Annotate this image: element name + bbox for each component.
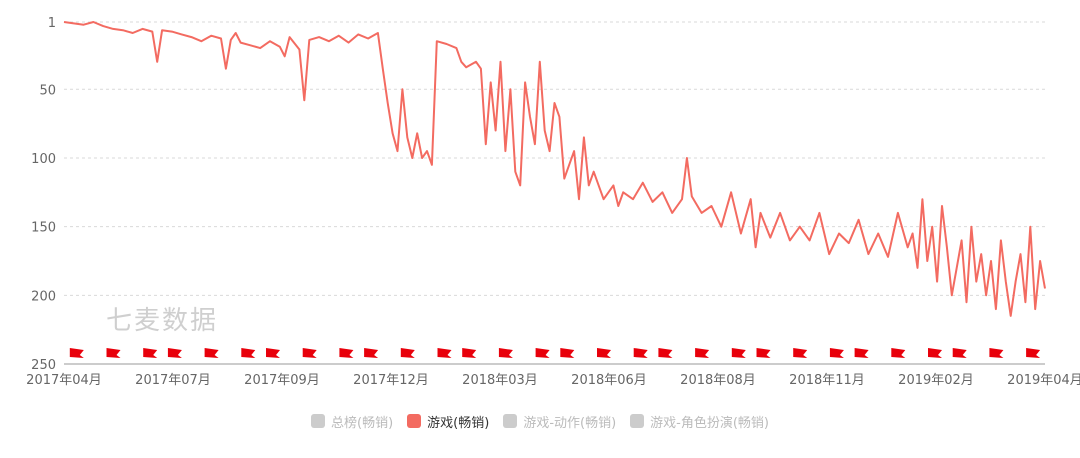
legend-item-games-action[interactable]: 游戏-动作(畅销): [503, 412, 616, 431]
event-flag-icon: [793, 348, 808, 364]
event-flag-icon: [633, 348, 648, 364]
x-tick-label: 2018年08月: [680, 373, 756, 388]
watermark: 七麦数据: [106, 306, 219, 336]
event-flag-icon: [535, 348, 550, 364]
x-tick-label: 2019年02月: [898, 373, 974, 388]
x-tick-label: 2019年04月: [1007, 373, 1080, 388]
event-flag-icon: [302, 348, 317, 364]
legend-item-overall[interactable]: 总榜(畅销): [311, 412, 393, 431]
legend-label: 游戏-角色扮演(畅销): [650, 415, 769, 431]
x-tick-label: 2018年03月: [462, 373, 538, 388]
legend-swatch: [503, 414, 518, 428]
event-flag-icon: [437, 348, 452, 364]
event-flag-icon: [143, 348, 158, 364]
x-tick-label: 2018年06月: [571, 373, 647, 388]
x-tick-label: 2017年12月: [353, 373, 429, 388]
event-flag-icon: [106, 348, 121, 364]
x-tick-label: 2017年04月: [26, 373, 102, 388]
legend-label: 游戏-动作(畅销): [523, 415, 617, 431]
event-flag-icon: [69, 348, 84, 364]
y-tick-label: 150: [31, 221, 56, 236]
event-flag-icon: [339, 348, 354, 364]
legend: 总榜(畅销) 游戏(畅销) 游戏-动作(畅销) 游戏-角色扮演(畅销): [0, 410, 1080, 432]
event-flag-icon: [204, 348, 219, 364]
event-flag-icon: [462, 348, 477, 364]
event-flag-icon: [928, 348, 943, 364]
event-flag-icon: [400, 348, 415, 364]
event-flag-icon: [731, 348, 746, 364]
y-tick-label: 50: [39, 83, 56, 98]
event-flag-icon: [266, 348, 281, 364]
event-flag-icon: [695, 348, 710, 364]
y-tick-label: 200: [31, 289, 56, 304]
x-tick-label: 2017年07月: [135, 373, 211, 388]
legend-swatch: [311, 414, 325, 428]
legend-label: 游戏(畅销): [427, 415, 490, 431]
event-flag-icon: [854, 348, 869, 364]
event-flag-icon: [829, 348, 844, 364]
event-flag-icon: [1026, 348, 1041, 364]
y-tick-label: 100: [31, 152, 56, 167]
event-flag-icon: [364, 348, 379, 364]
legend-swatch: [630, 414, 645, 428]
event-flag-icon: [891, 348, 906, 364]
event-flag-icon: [167, 348, 182, 364]
x-tick-label: 2017年09月: [244, 373, 320, 388]
event-flag-icon: [498, 348, 513, 364]
legend-item-games[interactable]: 游戏(畅销): [407, 412, 489, 431]
legend-label: 总榜(畅销): [331, 415, 394, 431]
y-tick-label: 1: [48, 16, 56, 31]
series-line: [63, 21, 1046, 317]
x-tick-label: 2018年11月: [789, 373, 865, 388]
event-flag-icon: [658, 348, 673, 364]
event-flag-icon: [989, 348, 1004, 364]
event-flag-icon: [560, 348, 575, 364]
legend-swatch: [407, 414, 422, 428]
y-tick-label: 250: [31, 358, 56, 373]
event-flag-icon: [241, 348, 256, 364]
event-flag-icon: [952, 348, 967, 364]
event-flag-icon: [756, 348, 771, 364]
event-flag-icon: [597, 348, 612, 364]
legend-item-games-rpg[interactable]: 游戏-角色扮演(畅销): [630, 412, 769, 431]
